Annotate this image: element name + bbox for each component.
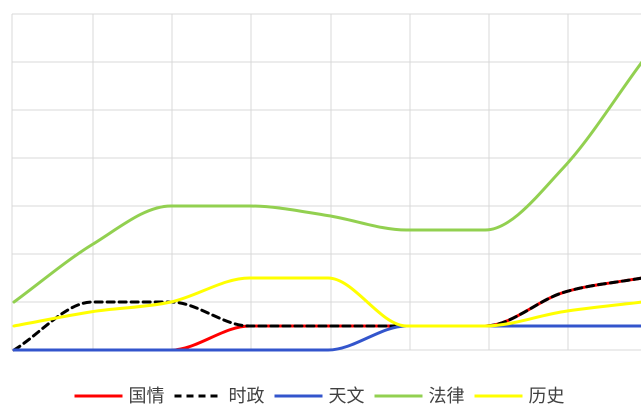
series-line-2 bbox=[12, 276, 641, 352]
legend-label: 历史 bbox=[529, 386, 565, 407]
series-line-3 bbox=[12, 324, 641, 352]
legend: 国情 时政 天文 法律 历史 bbox=[74, 386, 565, 407]
legend-item-4: 法律 bbox=[374, 386, 465, 407]
legend-label: 时政 bbox=[229, 386, 265, 407]
legend-label: 法律 bbox=[429, 386, 465, 407]
gridlines bbox=[11, 13, 641, 351]
legend-label: 国情 bbox=[129, 386, 165, 407]
series-line-4 bbox=[12, 60, 641, 304]
legend-item-2: 时政 bbox=[174, 386, 265, 407]
legend-item-1: 国情 bbox=[74, 386, 165, 407]
series-lines bbox=[12, 60, 641, 352]
series-line-5 bbox=[12, 276, 641, 328]
legend-item-5: 历史 bbox=[474, 386, 565, 407]
legend-item-3: 天文 bbox=[274, 386, 365, 407]
legend-label: 天文 bbox=[329, 386, 365, 407]
